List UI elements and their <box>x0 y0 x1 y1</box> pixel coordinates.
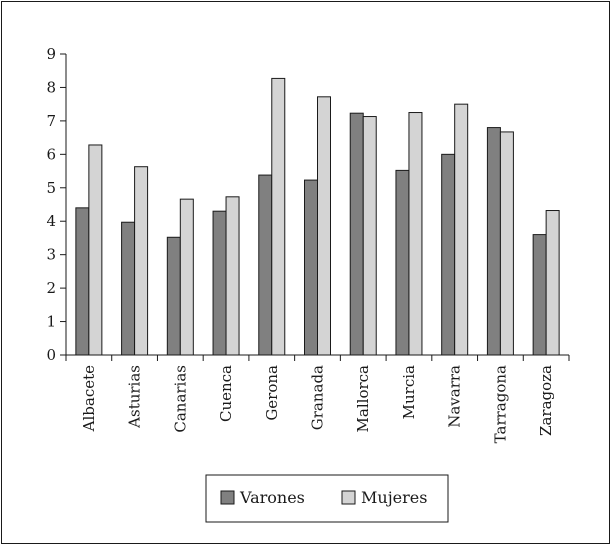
bar-mujeres-murcia <box>408 112 423 356</box>
bar-varones-murcia <box>395 169 410 356</box>
x-category-label: Gerona <box>263 365 281 421</box>
y-tick-label: 1 <box>46 313 56 331</box>
legend-box <box>205 474 449 523</box>
legend: Varones Mujeres <box>205 474 449 523</box>
y-tick-label: 9 <box>46 45 56 63</box>
x-category-label: Granada <box>309 365 327 430</box>
x-axis: Albacete Asturias Canarias Cuenca Gerona Gran… <box>65 354 570 443</box>
y-tick-label: 5 <box>46 179 56 197</box>
bars <box>75 77 560 356</box>
legend-swatch-mujeres <box>341 490 356 505</box>
bar-mujeres-albacete <box>88 144 103 356</box>
bar-varones-gerona <box>258 174 273 356</box>
bar-varones-cuenca <box>212 210 227 356</box>
legend-label-mujeres: Mujeres <box>361 488 427 507</box>
bar-mujeres-zaragoza <box>545 210 560 356</box>
bar-varones-granada <box>304 179 318 356</box>
bar-varones-tarragona <box>486 127 501 356</box>
bar-varones-canarias <box>166 236 181 356</box>
legend-label-varones: Varones <box>239 488 305 507</box>
x-category-label: Cuenca <box>217 365 235 422</box>
bar-mujeres-tarragona <box>499 131 514 356</box>
y-tick-label: 3 <box>46 246 56 264</box>
bar-varones-navarra <box>441 153 456 356</box>
x-category-label: Albacete <box>80 365 98 432</box>
bar-varones-zaragoza <box>532 234 547 356</box>
x-category-label: Canarias <box>171 365 189 433</box>
y-tick-label: 2 <box>46 279 56 297</box>
x-category-label: Murcia <box>400 365 418 419</box>
y-tick-label: 7 <box>46 112 56 130</box>
y-tick-label: 6 <box>46 145 56 163</box>
x-category-label: Tarragona <box>491 365 509 443</box>
x-category-label: Mallorca <box>354 365 372 432</box>
bar-varones-mallorca <box>349 112 364 356</box>
bar-mujeres-asturias <box>134 166 149 356</box>
y-tick-label: 8 <box>46 78 56 96</box>
bar-varones-albacete <box>75 207 90 356</box>
bar-mujeres-granada <box>317 96 331 356</box>
bar-mujeres-cuenca <box>225 196 240 356</box>
y-tick-label: 0 <box>46 346 56 364</box>
bar-varones-asturias <box>121 221 136 356</box>
x-category-label: Asturias <box>126 365 144 429</box>
bar-mujeres-gerona <box>271 77 286 356</box>
bar-mujeres-canarias <box>179 198 194 356</box>
legend-swatch-varones <box>220 490 235 505</box>
bar-mujeres-mallorca <box>362 116 377 356</box>
x-category-label: Navarra <box>446 365 464 428</box>
y-axis: 0 1 2 3 4 5 6 7 8 9 <box>46 45 67 364</box>
bar-mujeres-navarra <box>454 103 469 356</box>
y-tick-label: 4 <box>46 212 56 230</box>
x-category-label: Zaragoza <box>537 365 555 436</box>
